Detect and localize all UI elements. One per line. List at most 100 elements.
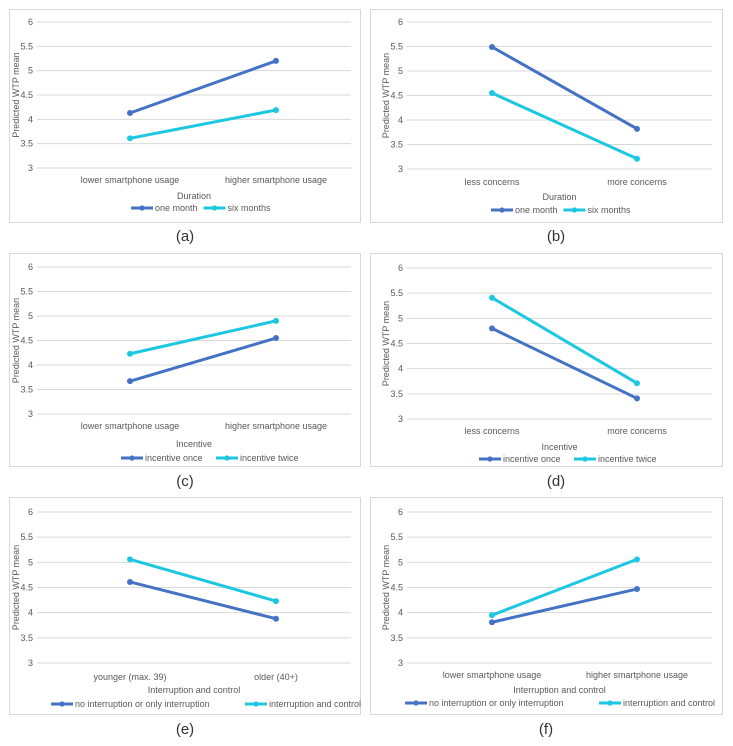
legend-label: one month [515, 205, 558, 215]
data-point [273, 615, 279, 622]
series-line [128, 336, 278, 383]
chart-body: 3 3.5 4 4.5 5 5.5 6 Predicted WTP mean less conc… [381, 263, 712, 464]
x-tick-label: higher smartphone usage [225, 175, 327, 185]
y-axis-label: Predicted WTP mean [11, 545, 21, 630]
data-point [127, 556, 133, 563]
y-tick-label: 4 [398, 115, 403, 125]
series-line [490, 91, 639, 161]
legend-marker [607, 700, 613, 706]
y-tick-label: 4.5 [390, 91, 403, 101]
series-line [128, 59, 278, 115]
y-tick-label: 3.5 [390, 389, 403, 399]
chart-svg: 3 3.5 4 4.5 5 5.5 6 Predicted WTP mean lower sma… [381, 507, 715, 708]
y-tick-label: 4 [398, 364, 403, 374]
y-tick-label: 3 [28, 163, 33, 173]
y-tick-label: 5.5 [390, 288, 403, 298]
data-point [127, 135, 133, 142]
axis-title: Duration [542, 192, 576, 202]
chart-body: 3 3.5 4 4.5 5 5.5 6 Predicted WTP mean younger (… [11, 507, 361, 709]
caption-e: (e) [175, 721, 195, 738]
axis-title: Interruption and control [148, 685, 241, 695]
chart-panel-f: 3 3.5 4 4.5 5 5.5 6 Predicted WTP mean lower sma… [370, 497, 723, 715]
x-tick-label: higher smartphone usage [586, 670, 688, 680]
chart-svg: 3 3.5 4 4.5 5 5.5 6 Predicted WTP mean lower sma… [11, 262, 351, 463]
legend-marker [487, 456, 493, 462]
chart-panel-b: 3 3.5 4 4.5 5 5.5 6 Predicted WTP mean less conc… [370, 9, 723, 223]
chart-svg: 3 3.5 4 4.5 5 5.5 6 Predicted WTP mean less conc… [381, 17, 712, 215]
y-tick-label: 5.5 [20, 532, 33, 542]
caption-b: (b) [546, 228, 566, 245]
legend-marker [59, 701, 65, 707]
chart-panel-e: 3 3.5 4 4.5 5 5.5 6 Predicted WTP mean younger (… [9, 497, 361, 715]
x-tick-label: more concerns [607, 177, 667, 187]
legend-marker [253, 701, 259, 707]
x-tick-label: lower smartphone usage [81, 421, 180, 431]
data-point [489, 294, 495, 301]
axis-title: Incentive [176, 439, 212, 449]
data-point [489, 619, 495, 626]
x-tick-label: more concerns [607, 426, 667, 436]
y-tick-label: 6 [28, 262, 33, 272]
legend-label: incentive once [145, 453, 203, 463]
legend-label: incentive once [503, 454, 561, 464]
caption-a: (a) [175, 228, 195, 245]
y-tick-label: 3.5 [390, 140, 403, 150]
y-tick-label: 4.5 [390, 583, 403, 593]
data-point [634, 395, 640, 402]
legend-label: incentive twice [598, 454, 657, 464]
series-line [490, 296, 639, 385]
x-tick-label: lower smartphone usage [81, 175, 180, 185]
chart-body: 3 3.5 4 4.5 5 5.5 6 Predicted WTP mean lower sma… [381, 507, 715, 708]
data-point [489, 325, 495, 332]
legend-marker [211, 205, 218, 211]
series-line [128, 108, 278, 140]
legend-marker [224, 455, 230, 461]
x-tick-label: less concerns [464, 426, 520, 436]
data-point [127, 350, 133, 357]
x-tick-label: older (40+) [254, 672, 298, 682]
data-point [127, 378, 133, 385]
data-point [489, 90, 495, 97]
data-point [634, 586, 640, 593]
legend-label: six months [228, 203, 272, 213]
y-tick-label: 4 [28, 360, 33, 370]
series-line [490, 557, 639, 617]
y-tick-label: 3 [398, 658, 403, 668]
y-tick-label: 3.5 [390, 633, 403, 643]
caption-f: (f) [538, 721, 554, 738]
y-tick-label: 4 [28, 114, 33, 124]
y-tick-label: 3.5 [20, 139, 33, 149]
y-tick-label: 6 [398, 507, 403, 517]
y-tick-label: 3 [398, 414, 403, 424]
data-point [489, 612, 495, 619]
legend-label: no interruption or only interruption [75, 699, 210, 709]
axis-title: Interruption and control [513, 685, 606, 695]
x-tick-label: lower smartphone usage [443, 670, 542, 680]
legend-label: one month [155, 203, 198, 213]
y-tick-label: 4.5 [390, 339, 403, 349]
y-tick-label: 3 [398, 164, 403, 174]
chart-body: 3 3.5 4 4.5 5 5.5 6 Predicted WTP mean lower sma… [11, 17, 351, 213]
chart-svg: 3 3.5 4 4.5 5 5.5 6 Predicted WTP mean younger (… [11, 507, 361, 709]
data-point [273, 57, 279, 64]
y-tick-label: 4.5 [20, 583, 33, 593]
x-tick-label: less concerns [464, 177, 520, 187]
chart-panel-d: 3 3.5 4 4.5 5 5.5 6 Predicted WTP mean less conc… [370, 253, 723, 467]
y-tick-label: 3.5 [20, 633, 33, 643]
series-line [128, 557, 278, 603]
y-tick-label: 6 [398, 263, 403, 273]
y-tick-label: 5.5 [20, 287, 33, 297]
y-tick-label: 4.5 [20, 90, 33, 100]
data-point [127, 578, 133, 585]
data-point [489, 43, 495, 50]
y-tick-label: 5 [28, 557, 33, 567]
axis-title: Duration [177, 191, 211, 201]
y-axis-label: Predicted WTP mean [381, 53, 391, 138]
y-tick-label: 5.5 [390, 532, 403, 542]
chart-panel-a: 3 3.5 4 4.5 5 5.5 6 Predicted WTP mean lower sma… [9, 9, 361, 223]
legend-marker [129, 455, 135, 461]
x-tick-label: higher smartphone usage [225, 421, 327, 431]
chart-panel-c: 3 3.5 4 4.5 5 5.5 6 Predicted WTP mean lower sma… [9, 253, 361, 467]
data-point [273, 107, 279, 114]
y-axis-label: Predicted WTP mean [381, 301, 391, 386]
